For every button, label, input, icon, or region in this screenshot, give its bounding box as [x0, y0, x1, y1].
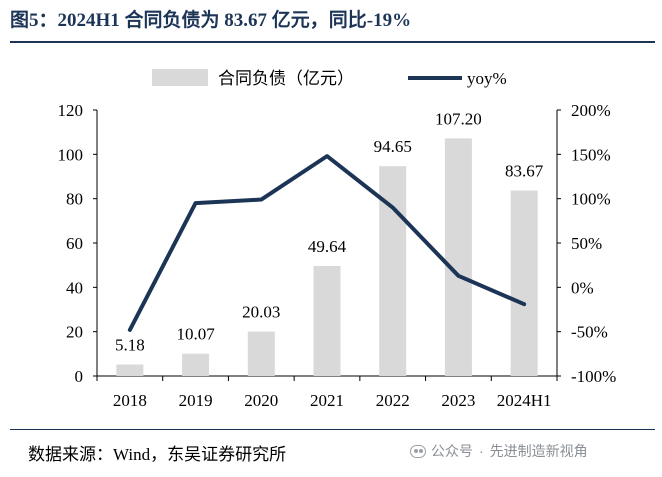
yoy-point [523, 303, 525, 305]
left-tick-label: 100 [58, 145, 84, 164]
x-tick-label: 2022 [376, 391, 410, 410]
right-tick-label: 50% [571, 234, 602, 253]
x-tick-label: 2020 [244, 391, 278, 410]
yoy-point [129, 329, 131, 331]
figure-title: 图5：2024H1 合同负债为 83.67 亿元，同比-19% [10, 10, 412, 31]
yoy-point [326, 155, 328, 157]
left-tick-label: 40 [66, 278, 83, 297]
right-tick-label: 200% [571, 101, 611, 120]
legend-line-label: yoy% [467, 69, 507, 88]
x-tick-label: 2021 [310, 391, 344, 410]
watermark-separator: · [479, 443, 484, 459]
left-tick-label: 0 [75, 367, 84, 386]
source-note: 数据来源：Wind，东吴证券研究所 [28, 445, 287, 464]
yoy-point [392, 207, 394, 209]
bar-data-label: 49.64 [308, 237, 347, 256]
bar [313, 265, 341, 376]
right-tick-label: -50% [571, 323, 608, 342]
yoy-point [195, 202, 197, 204]
right-tick-label: 150% [571, 145, 611, 164]
watermark-name: 先进制造新视角 [489, 443, 588, 459]
bar-data-label: 5.18 [115, 336, 145, 355]
bar [510, 190, 538, 376]
watermark: 公众号 · 先进制造新视角 [410, 440, 588, 462]
footer-divider [10, 429, 655, 430]
bar-data-label: 20.03 [242, 303, 280, 322]
bar-data-label: 94.65 [374, 137, 412, 156]
left-tick-label: 20 [66, 323, 83, 342]
bar [182, 353, 210, 376]
legend-bar-swatch [152, 69, 208, 86]
bar-data-label: 107.20 [435, 109, 482, 128]
right-tick-label: 100% [571, 190, 611, 209]
bar-data-label: 10.07 [176, 325, 215, 344]
legend-bar-label: 合同负债（亿元） [218, 69, 354, 88]
left-tick-label: 80 [66, 190, 83, 209]
watermark-prefix: 公众号 [431, 443, 473, 459]
title-divider [10, 41, 655, 43]
x-tick-label: 2018 [113, 391, 147, 410]
right-tick-label: 0% [571, 278, 594, 297]
bar [247, 331, 275, 376]
bar-data-label: 83.67 [505, 162, 544, 181]
bar [444, 138, 472, 376]
left-tick-label: 60 [66, 234, 83, 253]
bar [116, 364, 144, 376]
x-tick-label: 2019 [179, 391, 213, 410]
wechat-icon [410, 444, 426, 458]
yoy-point [260, 199, 262, 201]
x-tick-label: 2023 [441, 391, 475, 410]
right-tick-label: -100% [571, 367, 616, 386]
x-tick-label: 2024H1 [497, 391, 552, 410]
left-tick-label: 120 [58, 101, 84, 120]
yoy-point [457, 275, 459, 277]
